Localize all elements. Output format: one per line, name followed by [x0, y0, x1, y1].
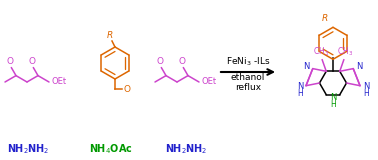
Text: O: O — [179, 56, 186, 66]
Text: O: O — [7, 56, 14, 66]
Text: NH$_2$NH$_2$: NH$_2$NH$_2$ — [165, 142, 207, 156]
Text: O: O — [124, 84, 131, 93]
Text: OEt: OEt — [51, 77, 66, 87]
Text: NH$_4$OAc: NH$_4$OAc — [89, 142, 133, 156]
Text: CH$_3$: CH$_3$ — [313, 45, 329, 58]
Text: H: H — [363, 89, 369, 98]
Text: N: N — [363, 82, 369, 91]
Text: OEt: OEt — [201, 77, 216, 87]
Text: ethanol: ethanol — [231, 73, 265, 83]
Text: CH$_3$: CH$_3$ — [337, 45, 353, 58]
Text: FeNi$_3$ -ILs: FeNi$_3$ -ILs — [226, 56, 270, 68]
Text: N: N — [330, 93, 336, 102]
Text: NH$_2$NH$_2$: NH$_2$NH$_2$ — [7, 142, 49, 156]
Text: O: O — [157, 56, 164, 66]
Text: R: R — [322, 14, 328, 23]
Text: reflux: reflux — [235, 84, 261, 92]
Text: R: R — [107, 31, 113, 40]
Text: H: H — [297, 89, 303, 98]
Text: H: H — [330, 100, 336, 109]
Text: N: N — [356, 62, 363, 71]
Text: N: N — [304, 62, 310, 71]
Text: O: O — [29, 56, 36, 66]
Text: N: N — [297, 82, 303, 91]
